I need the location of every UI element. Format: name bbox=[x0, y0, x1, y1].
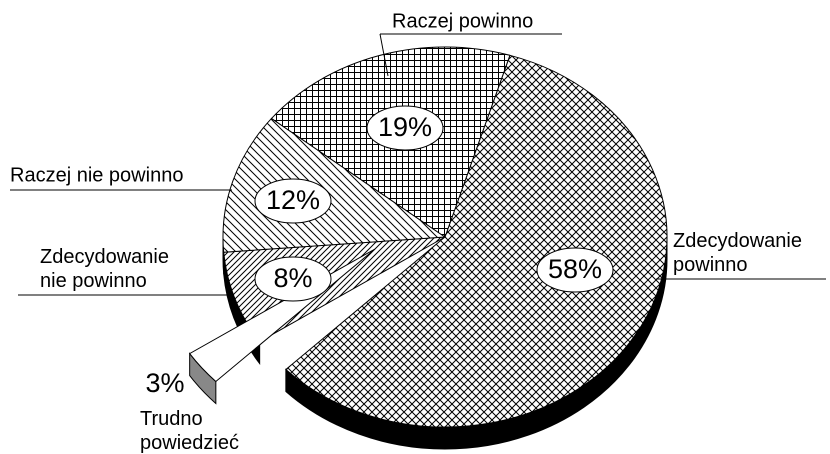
value-label: 58% bbox=[548, 254, 602, 284]
label-line: Zdecydowanie bbox=[673, 230, 802, 252]
value-label-bg bbox=[254, 256, 332, 302]
pie bbox=[188, 46, 668, 450]
category-label: Trudno powiedzieć bbox=[140, 408, 239, 454]
label-line: nie powinno bbox=[40, 270, 147, 292]
category-label: Zdecydowanie nie powinno bbox=[40, 246, 169, 292]
value-label: 8% bbox=[273, 263, 312, 293]
leader-line bbox=[379, 33, 562, 77]
category-label: Zdecydowanie powinno bbox=[673, 230, 802, 276]
label-line: powiedzieć bbox=[140, 432, 239, 454]
value-label: 12% bbox=[266, 185, 320, 215]
label-line: powinno bbox=[673, 254, 748, 276]
category-label: Raczej nie powinno bbox=[10, 164, 183, 186]
value-label-bg bbox=[536, 247, 614, 293]
label-line: Zdecydowanie bbox=[40, 246, 169, 268]
value-label-bg bbox=[366, 105, 444, 151]
value-label-bg bbox=[254, 178, 332, 224]
value-label: 3% bbox=[145, 368, 184, 398]
leader-lines bbox=[10, 33, 826, 296]
value-label: 19% bbox=[378, 112, 432, 142]
label-line: Trudno bbox=[140, 408, 203, 430]
category-label: Raczej powinno bbox=[392, 10, 533, 32]
slice bbox=[285, 54, 668, 428]
